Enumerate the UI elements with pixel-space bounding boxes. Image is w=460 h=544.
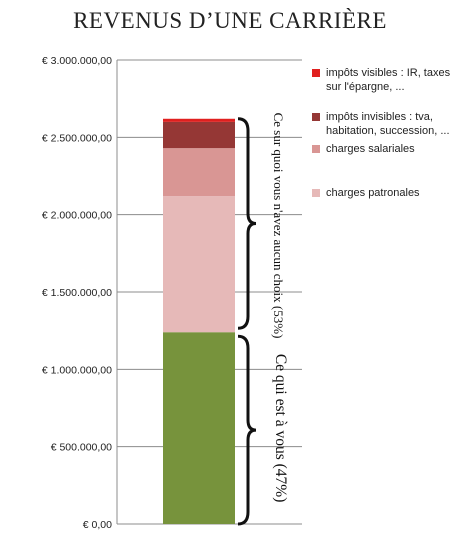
chart-legend: impôts visibles : IR, taxes sur l'épargn… (312, 66, 457, 200)
legend-swatch (312, 145, 320, 153)
bar-segment (163, 121, 235, 149)
legend-label: impôts visibles : IR, taxes sur l'épargn… (326, 67, 451, 93)
legend-item-charges-salariales: charges salariales (312, 142, 457, 156)
y-tick-label: € 3.000.000,00 (42, 55, 112, 67)
annotation-yours: Ce qui est à vous (47%) (272, 354, 289, 503)
y-tick-label: € 500.000,00 (51, 442, 112, 454)
annotation-no-choice: Ce sur quoi vous n'avez aucun choix (53%… (271, 113, 286, 339)
legend-label: impôts invisibles : tva, habitation, suc… (326, 111, 450, 137)
y-tick-label: € 0,00 (83, 519, 112, 531)
legend-item-impots-visibles: impôts visibles : IR, taxes sur l'épargn… (312, 66, 457, 94)
y-tick-label: € 2.500.000,00 (42, 132, 112, 144)
bar-segment (163, 148, 235, 197)
brace-yours (237, 334, 257, 526)
legend-item-impots-invisibles: impôts invisibles : tva, habitation, suc… (312, 110, 457, 138)
legend-label: charges salariales (326, 143, 415, 155)
legend-swatch (312, 113, 320, 121)
legend-swatch (312, 189, 320, 197)
y-tick-label: € 1.500.000,00 (42, 287, 112, 299)
bar-segment (163, 196, 235, 333)
legend-swatch (312, 69, 320, 77)
y-tick-label: € 2.000.000,00 (42, 210, 112, 222)
legend-item-charges-patronales: charges patronales (312, 186, 457, 200)
bar-segment (163, 118, 235, 122)
legend-label: charges patronales (326, 187, 420, 199)
bar-segment (163, 332, 235, 524)
brace-no-choice (237, 117, 257, 330)
y-tick-label: € 1.000.000,00 (42, 364, 112, 376)
chart-title: REVENUS D’UNE CARRIÈRE (73, 8, 387, 33)
